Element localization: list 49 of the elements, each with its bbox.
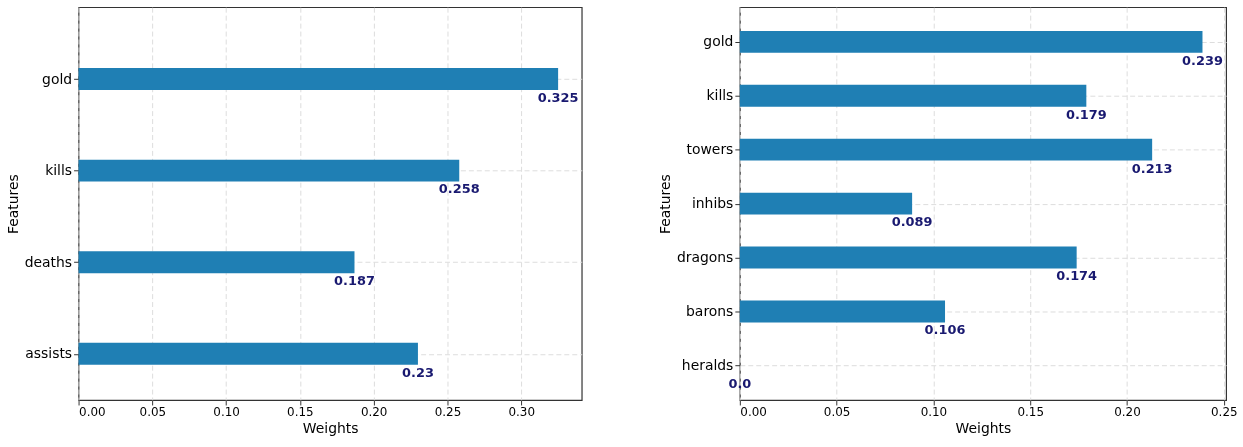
bar (78, 159, 460, 182)
y-tick-label: gold (703, 33, 734, 50)
bar (739, 246, 1077, 269)
data-label: 0.213 (1131, 160, 1173, 176)
bar (739, 300, 946, 323)
x-tick-label: 0.15 (287, 405, 314, 420)
y-axis-title: Features (656, 174, 673, 234)
x-tick-label: 0.10 (920, 405, 948, 420)
data-label: 0.23 (402, 364, 434, 380)
y-tick-label: inhibs (691, 195, 734, 212)
x-tick-label: 0.30 (508, 405, 535, 420)
data-label: 0.0 (728, 376, 752, 392)
bar (78, 251, 355, 274)
bar (739, 192, 913, 215)
data-label: 0.239 (1182, 52, 1223, 68)
bar (739, 138, 1153, 161)
x-tick-label: 0.15 (1017, 405, 1044, 420)
x-tick-label: 0.05 (139, 405, 167, 420)
data-label: 0.106 (924, 322, 966, 338)
y-tick-label: dragons (676, 249, 734, 265)
y-tick-label: kills (45, 162, 73, 179)
x-axis-title: Weights (955, 420, 1012, 437)
x-tick-label: 0.10 (213, 405, 240, 420)
y-tick-label: deaths (24, 253, 73, 270)
y-tick-label: barons (686, 302, 734, 319)
data-label: 0.174 (1056, 268, 1098, 284)
x-tick-label: 0.20 (1114, 405, 1141, 420)
bar (78, 342, 418, 365)
y-tick-label: gold (42, 70, 73, 87)
x-tick-label: 0.20 (360, 405, 388, 420)
data-label: 0.089 (891, 214, 933, 230)
y-tick-label: towers (686, 141, 734, 158)
x-axis-title: Weights (302, 420, 359, 437)
y-tick-label: assists (25, 345, 73, 362)
data-label: 0.258 (438, 181, 480, 197)
y-axis-title: Features (4, 174, 21, 234)
x-tick-label: 0.25 (434, 405, 462, 420)
x-tick-label: 0.05 (823, 405, 851, 420)
data-label: 0.325 (537, 89, 579, 105)
x-tick-label: 0.00 (79, 405, 106, 420)
bar (739, 84, 1087, 107)
data-label: 0.179 (1065, 106, 1107, 122)
bar (739, 30, 1203, 53)
y-tick-label: heralds (681, 356, 734, 373)
data-label: 0.187 (334, 273, 375, 289)
bar (78, 68, 559, 90)
x-tick-label: 0.00 (740, 405, 767, 420)
y-tick-label: kills (706, 87, 734, 104)
x-tick-label: 0.25 (1211, 405, 1238, 420)
